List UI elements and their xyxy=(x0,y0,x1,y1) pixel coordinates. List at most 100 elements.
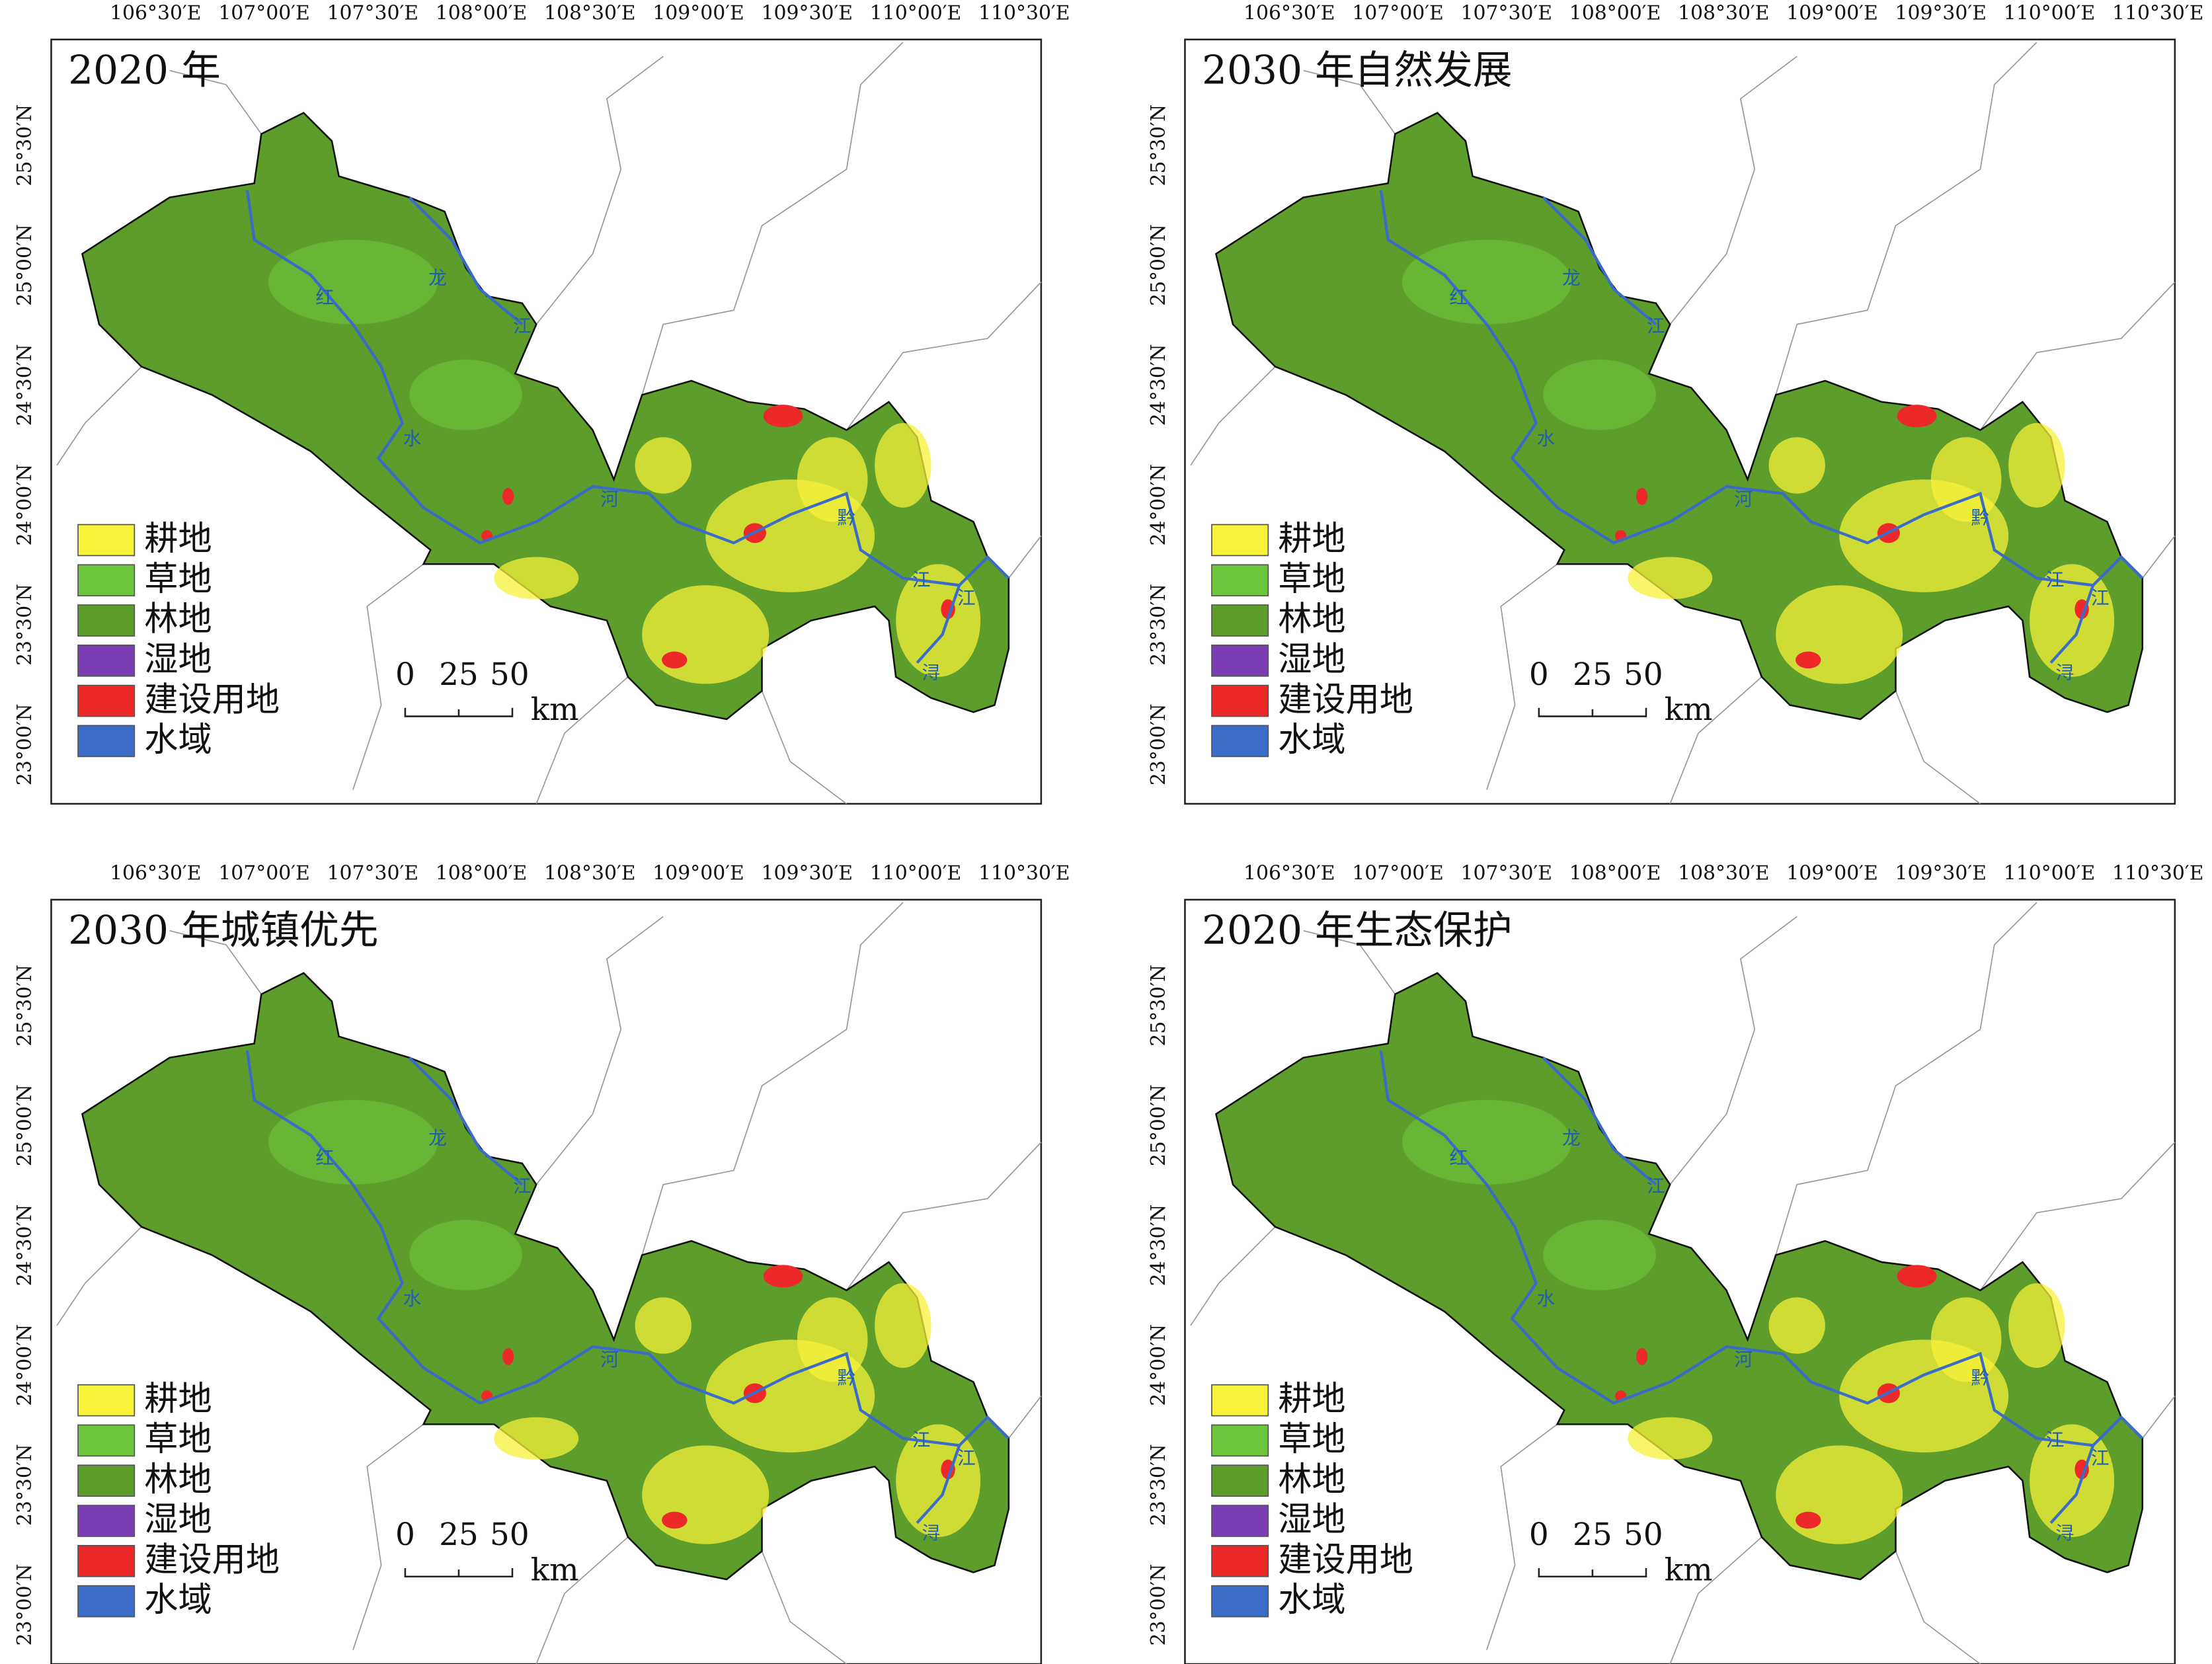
cropland-patch xyxy=(1768,1297,1825,1354)
longitude-label: 110°30′E xyxy=(2112,1,2204,24)
river-label: 红 xyxy=(315,1147,334,1169)
built-up-patch xyxy=(1796,651,1821,669)
legend-label: 草地 xyxy=(144,559,212,599)
latitude-label: 24°00′N xyxy=(1147,1324,1170,1406)
longitude-label: 109°30′E xyxy=(762,1,853,24)
scale-bar xyxy=(404,1567,514,1578)
scale-bar xyxy=(1538,1567,1647,1578)
longitude-label: 107°00′E xyxy=(218,861,310,885)
longitude-label: 109°00′E xyxy=(652,861,744,885)
scale-unit: km xyxy=(531,1552,579,1588)
legend-label: 湿地 xyxy=(144,639,212,679)
river xyxy=(245,1050,1010,1525)
built-up-patch xyxy=(763,1265,803,1288)
legend-swatch xyxy=(77,1424,136,1457)
grassland-patch xyxy=(1543,1220,1656,1290)
legend-swatch xyxy=(77,1505,136,1537)
longitude-label: 108°00′E xyxy=(1569,861,1661,885)
latitude-label: 25°30′N xyxy=(13,104,36,186)
legend-swatch xyxy=(1211,604,1269,637)
cropland-patch xyxy=(896,1424,981,1538)
legend-label: 耕地 xyxy=(1278,519,1345,559)
longitude-label: 108°30′E xyxy=(544,1,636,24)
latitude-label: 25°30′N xyxy=(1147,104,1170,186)
legend-label: 湿地 xyxy=(144,1500,212,1540)
built-up-patch xyxy=(763,405,803,428)
longitude-label: 109°30′E xyxy=(1895,1,1987,24)
legend-swatch xyxy=(77,604,136,637)
legend-label: 耕地 xyxy=(144,519,212,559)
legend-swatch xyxy=(1211,564,1269,597)
scale-label: 25 xyxy=(1573,1517,1612,1553)
cropland-patch xyxy=(797,437,868,522)
river-label: 黔 xyxy=(838,506,856,528)
built-up-patch xyxy=(1636,488,1648,505)
cropland-patch xyxy=(875,1283,931,1368)
river-label: 水 xyxy=(1537,1288,1556,1310)
legend-label: 建设用地 xyxy=(1278,680,1413,719)
legend-swatch xyxy=(77,1585,136,1618)
scale-label: 50 xyxy=(490,656,530,693)
longitude-label: 107°30′E xyxy=(1461,861,1553,885)
legend-label: 草地 xyxy=(1278,1419,1345,1459)
river-label: 江 xyxy=(2091,1447,2110,1469)
longitude-label: 108°00′E xyxy=(1569,1,1661,24)
river-label: 红 xyxy=(315,287,334,309)
legend-label: 林地 xyxy=(1278,600,1345,639)
river-label: 江 xyxy=(2091,587,2110,609)
latitude-label: 24°30′N xyxy=(1147,1205,1170,1287)
built-up-patch xyxy=(502,488,514,505)
latitude-label: 23°30′N xyxy=(1147,1444,1170,1526)
longitude-label: 108°00′E xyxy=(436,861,527,885)
admin-boundary xyxy=(56,902,1042,1664)
cropland-patch xyxy=(1930,1297,2002,1382)
longitude-label: 107°30′E xyxy=(327,1,418,24)
longitude-label: 110°30′E xyxy=(978,861,1070,885)
built-up-patch xyxy=(662,651,688,669)
cropland-patch xyxy=(2008,1283,2065,1368)
river-label: 红 xyxy=(1449,1147,1468,1169)
built-up-patch xyxy=(1897,1265,1937,1288)
latitude-label: 23°00′N xyxy=(13,703,36,785)
river-label: 江 xyxy=(513,1175,532,1197)
latitude-label: 24°00′N xyxy=(13,1324,36,1406)
built-up-patch xyxy=(662,1511,688,1529)
panel-title: 2030 年城镇优先 xyxy=(68,908,379,954)
scale-label: 25 xyxy=(1573,656,1612,693)
cropland-patch xyxy=(875,422,931,508)
river-label: 江 xyxy=(912,569,931,590)
river-label: 河 xyxy=(600,489,619,510)
legend-swatch xyxy=(77,1384,136,1417)
latitude-label: 23°30′N xyxy=(1147,584,1170,666)
river-label: 江 xyxy=(2046,1429,2065,1450)
cropland-patch xyxy=(642,1445,770,1544)
longitude-label: 107°30′E xyxy=(327,861,418,885)
legend-swatch xyxy=(1211,1464,1269,1497)
longitude-label: 108°30′E xyxy=(1678,1,1770,24)
latitude-label: 25°00′N xyxy=(13,1084,36,1166)
scale-label: 50 xyxy=(490,1517,530,1553)
longitude-label: 107°00′E xyxy=(1352,1,1443,24)
scale-label: 25 xyxy=(439,1517,479,1553)
scale-label: 0 xyxy=(1529,656,1549,693)
river-label: 江 xyxy=(513,315,532,337)
river-label: 黔 xyxy=(838,1367,856,1389)
panel-title: 2020 年生态保护 xyxy=(1202,908,1513,954)
legend-swatch xyxy=(77,564,136,597)
built-up-patch xyxy=(1636,1348,1648,1365)
longitude-label: 107°00′E xyxy=(1352,861,1443,885)
legend-label: 耕地 xyxy=(144,1379,212,1419)
river-label: 江 xyxy=(957,587,976,609)
river-label: 黔 xyxy=(1971,1367,1990,1389)
river-label: 水 xyxy=(403,428,422,450)
cropland-patch xyxy=(494,557,579,600)
river xyxy=(1379,190,2144,664)
latitude-label: 25°30′N xyxy=(1147,965,1170,1047)
legend-label: 林地 xyxy=(1278,1460,1345,1499)
scale-label: 25 xyxy=(439,656,479,693)
built-up-patch xyxy=(1897,405,1937,428)
legend-label: 水域 xyxy=(1278,720,1345,760)
river-label: 红 xyxy=(1449,287,1468,309)
river-label: 龙 xyxy=(428,267,447,289)
